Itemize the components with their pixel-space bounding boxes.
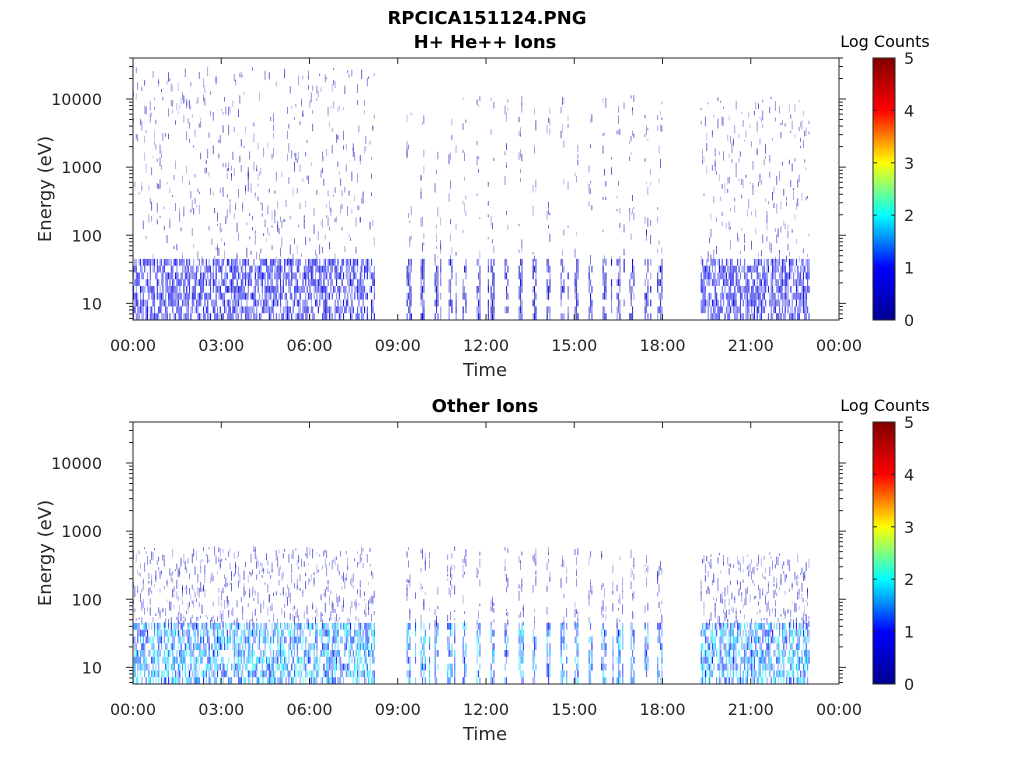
colorbar-tick-label: 1 (904, 259, 914, 278)
data-segment (700, 96, 810, 320)
x-tick-label: 15:00 (551, 700, 597, 719)
colorbar-tick-label: 2 (904, 206, 914, 225)
y-tick-label: 10 (82, 658, 102, 677)
y-tick-label: 10000 (51, 454, 102, 473)
x-tick-label: 03:00 (198, 336, 244, 355)
y-axis-label: Energy (eV) (35, 500, 56, 606)
x-tick-label: 18:00 (639, 700, 685, 719)
x-tick-label: 00:00 (816, 336, 862, 355)
panel-2: 00:00 03:00 06:00 09:00 12:00 15:00 18:00 21:00… (35, 396, 930, 745)
x-tick-label: 09:00 (375, 700, 421, 719)
panel-1: 00:00 03:00 06:00 09:00 12:00 15:00 18:00 21:00… (35, 32, 930, 381)
data-segment (133, 67, 375, 320)
x-tick-label: 06:00 (286, 336, 332, 355)
spectrogram-data (133, 546, 810, 684)
colorbar-gradient (872, 421, 896, 685)
colorbar-tick-label: 0 (904, 311, 914, 330)
y-tick-label: 1000 (61, 522, 102, 541)
colorbar-tick-label: 4 (904, 101, 914, 120)
x-tick-label: 18:00 (639, 336, 685, 355)
colorbar-tick-label: 4 (904, 465, 914, 484)
x-axis-label: Time (462, 724, 507, 745)
x-axis-label: Time (462, 360, 507, 381)
spectrogram-data (133, 67, 810, 320)
colorbar-tick-label: 5 (904, 413, 914, 432)
x-tick-label: 12:00 (463, 700, 509, 719)
colorbar-tick-label: 3 (904, 518, 914, 537)
data-segment (406, 546, 663, 684)
x-tick-label: 15:00 (551, 336, 597, 355)
colorbar-tick-label: 3 (904, 154, 914, 173)
panels: 00:00 03:00 06:00 09:00 12:00 15:00 18:00 21:00… (35, 32, 930, 745)
x-tick-label: 12:00 (463, 336, 509, 355)
x-tick-label: 09:00 (375, 336, 421, 355)
colorbar-tick-label: 5 (904, 49, 914, 68)
colorbar-tick-label: 1 (904, 623, 914, 642)
y-tick-label: 100 (71, 590, 102, 609)
y-tick-label: 100 (71, 226, 102, 245)
data-segment (700, 552, 810, 684)
colorbar-tick-label: 0 (904, 675, 914, 694)
colorbar-label: Log Counts (840, 32, 930, 51)
y-tick-label: 10 (82, 294, 102, 313)
y-tick-label: 10000 (51, 90, 102, 109)
colorbar-label: Log Counts (840, 396, 930, 415)
x-tick-label: 00:00 (110, 336, 156, 355)
x-tick-label: 00:00 (816, 700, 862, 719)
colorbar-tick-label: 2 (904, 570, 914, 589)
x-tick-label: 03:00 (198, 700, 244, 719)
x-tick-label: 21:00 (728, 700, 774, 719)
panel-title: Other Ions (432, 396, 539, 417)
colorbar-gradient (872, 57, 896, 321)
data-segment (133, 546, 375, 684)
data-segment (406, 95, 663, 320)
x-tick-label: 06:00 (286, 700, 332, 719)
y-axis-label: Energy (eV) (35, 136, 56, 242)
y-tick-label: 1000 (61, 158, 102, 177)
panel-title: H+ He++ Ions (414, 32, 557, 53)
x-tick-label: 21:00 (728, 336, 774, 355)
x-tick-label: 00:00 (110, 700, 156, 719)
figure-title: RPCICA151124.PNG (387, 8, 586, 29)
